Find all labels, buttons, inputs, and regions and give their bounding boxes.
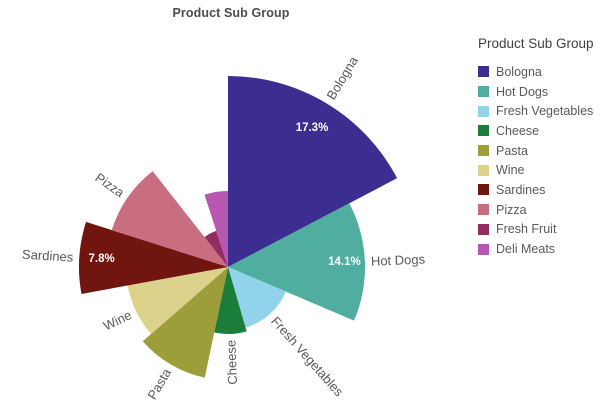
slice-label-pizza: Pizza	[92, 170, 127, 201]
legend-item-fresh-fruit[interactable]: Fresh Fruit	[478, 220, 604, 240]
legend-item-hot-dogs[interactable]: Hot Dogs	[478, 82, 604, 102]
pie-slice-pizza[interactable]	[111, 171, 228, 267]
pie-slice-hot-dogs[interactable]	[228, 203, 366, 321]
pie-slice-fresh-vegetables[interactable]	[228, 267, 286, 328]
legend-item-bologna[interactable]: Bologna	[478, 62, 604, 82]
pie-slice-sardines[interactable]	[79, 221, 228, 294]
legend-item-pasta[interactable]: Pasta	[478, 141, 604, 161]
legend-swatch-hot-dogs	[478, 86, 489, 98]
legend-item-wine[interactable]: Wine	[478, 160, 604, 180]
pie-slice-cheese[interactable]	[214, 267, 247, 334]
legend-item-deli-meats[interactable]: Deli Meats	[478, 239, 604, 259]
legend-swatch-sardines	[478, 184, 489, 196]
legend: Product Sub Group Bologna Hot Dogs Fresh V…	[478, 36, 604, 259]
slice-label-pasta: Pasta	[144, 365, 174, 402]
slice-label-wine: Wine	[101, 307, 134, 333]
legend-label: Pasta	[496, 143, 528, 158]
legend-label: Deli Meats	[496, 242, 556, 257]
legend-item-fresh-vegetables[interactable]: Fresh Vegetables	[478, 101, 604, 121]
chart-title: Product Sub Group	[172, 6, 290, 20]
pie-slice-pasta[interactable]	[142, 267, 228, 378]
slice-label-bologna: Bologna	[323, 53, 361, 102]
legend-label: Sardines	[496, 182, 546, 197]
pie-slice-deli-meats[interactable]	[204, 191, 228, 267]
legend-item-pizza[interactable]: Pizza	[478, 200, 604, 220]
legend-swatch-deli-meats	[478, 243, 489, 255]
legend-label: Bologna	[496, 64, 542, 79]
legend-swatch-pizza	[478, 204, 489, 216]
legend-item-sardines[interactable]: Sardines	[478, 180, 604, 200]
legend-swatch-cheese	[478, 125, 489, 137]
legend-swatch-fresh-fruit	[478, 223, 489, 235]
slice-label-cheese: Cheese	[223, 340, 240, 385]
legend-label: Fresh Fruit	[496, 222, 557, 237]
legend-label: Fresh Vegetables	[496, 104, 594, 119]
legend-title: Product Sub Group	[478, 36, 594, 51]
legend-items: Bologna Hot Dogs Fresh Vegetables Cheese Pas…	[478, 62, 604, 259]
legend-label: Pizza	[496, 202, 527, 217]
pie-slice-bologna[interactable]	[228, 76, 398, 267]
legend-label: Cheese	[496, 123, 540, 138]
slice-label-hot-dogs: Hot Dogs	[371, 252, 426, 269]
legend-item-cheese[interactable]: Cheese	[478, 121, 604, 141]
legend-swatch-pasta	[478, 145, 489, 157]
slice-label-fresh-vegetables: Fresh Vegetables	[268, 314, 347, 400]
pie-slice-fresh-fruit[interactable]	[204, 230, 228, 267]
legend-swatch-bologna	[478, 66, 489, 78]
legend-swatch-wine	[478, 164, 489, 176]
pie-slice-wine[interactable]	[127, 267, 228, 334]
legend-label: Wine	[496, 163, 525, 178]
legend-swatch-fresh-vegetables	[478, 105, 489, 117]
legend-label: Hot Dogs	[496, 84, 549, 99]
slice-label-sardines: Sardines	[22, 247, 75, 265]
